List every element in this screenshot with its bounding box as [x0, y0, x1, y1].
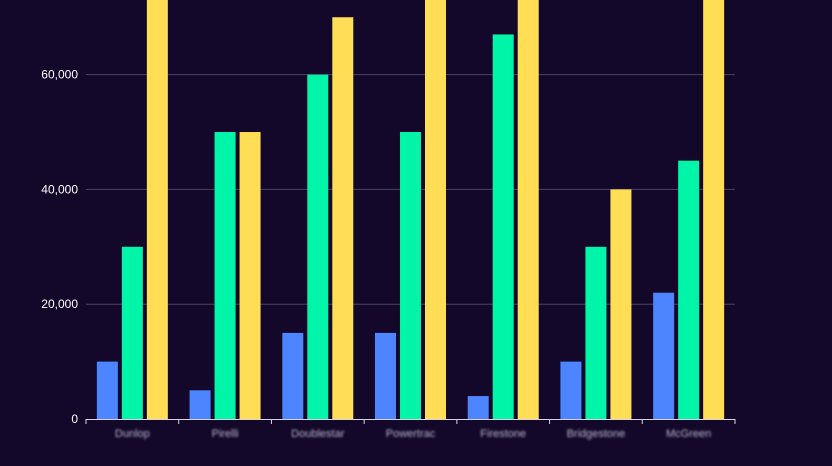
y-tick-label: 20,000	[41, 297, 78, 311]
bar-mcgreen-series-3[interactable]	[703, 0, 725, 419]
x-tick-label: Dunlop	[115, 428, 150, 440]
bar-bridgestone-series-2[interactable]	[585, 246, 607, 419]
bar-powertrac-series-1[interactable]	[375, 332, 396, 419]
bars	[96, 0, 725, 419]
bar-doublestar-series-2[interactable]	[307, 74, 329, 419]
x-tick-label: Firestone	[480, 428, 526, 440]
bar-firestone-series-2[interactable]	[492, 34, 514, 419]
bar-doublestar-series-3[interactable]	[332, 17, 354, 419]
bar-firestone-series-3[interactable]	[517, 0, 539, 419]
y-tick-label: 0	[71, 412, 78, 426]
bar-mcgreen-series-2[interactable]	[678, 160, 700, 419]
x-tick-label: Pirelli	[212, 428, 239, 440]
bar-pirelli-series-3[interactable]	[239, 132, 261, 419]
bar-bridgestone-series-3[interactable]	[610, 189, 632, 419]
bar-powertrac-series-3[interactable]	[425, 0, 446, 419]
axis-labels: 0 20,000 40,000 60,000 Dunlop Pirelli Doublest…	[41, 68, 711, 440]
bar-powertrac-series-2[interactable]	[400, 132, 421, 419]
x-tick-label: Powertrac	[386, 428, 436, 440]
bar-dunlop-series-3[interactable]	[146, 0, 168, 419]
x-tick-label: Doublestar	[291, 428, 345, 440]
bar-pirelli-series-2[interactable]	[214, 132, 236, 419]
bar-firestone-series-1[interactable]	[467, 396, 489, 419]
bar-pirelli-series-1[interactable]	[189, 390, 211, 419]
x-tick-label: McGreen	[666, 428, 711, 440]
y-tick-label: 60,000	[41, 68, 78, 82]
bar-dunlop-series-2[interactable]	[121, 246, 143, 419]
bar-mcgreen-series-1[interactable]	[653, 292, 675, 419]
x-tick-label: Bridgestone	[567, 428, 626, 440]
bar-bridgestone-series-1[interactable]	[560, 361, 582, 419]
x-axis	[85, 419, 736, 424]
bar-doublestar-series-1[interactable]	[282, 332, 304, 419]
y-tick-label: 40,000	[41, 182, 78, 196]
bar-dunlop-series-1[interactable]	[96, 361, 118, 419]
